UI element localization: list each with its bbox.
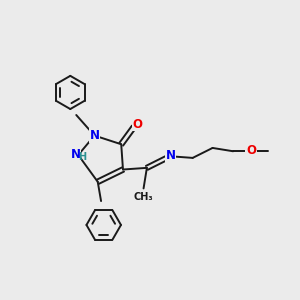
Text: CH₃: CH₃	[134, 192, 153, 202]
Text: O: O	[132, 118, 142, 131]
Text: H: H	[78, 152, 86, 162]
Text: N: N	[166, 149, 176, 162]
Text: N: N	[89, 129, 100, 142]
Text: N: N	[70, 148, 81, 161]
Text: O: O	[246, 144, 256, 157]
Text: N: N	[70, 148, 81, 161]
